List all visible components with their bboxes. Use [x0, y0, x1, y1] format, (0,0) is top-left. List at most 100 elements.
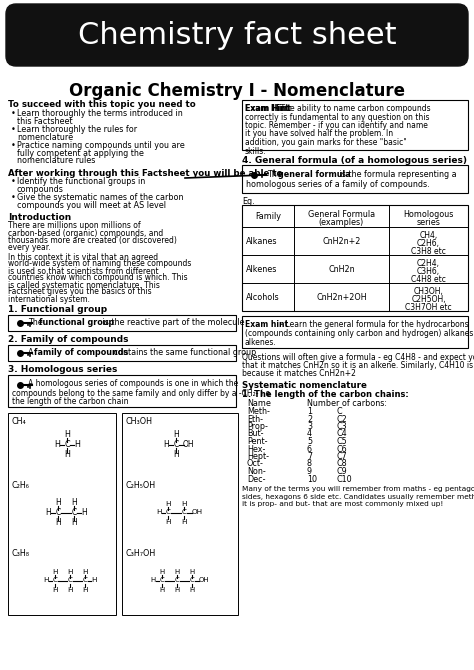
- Text: Organic Chemistry I - Nomenclature: Organic Chemistry I - Nomenclature: [69, 82, 405, 100]
- Bar: [8, 413, 116, 614]
- Text: H: H: [156, 509, 162, 515]
- Text: C: C: [82, 578, 88, 584]
- Text: Eg.: Eg.: [242, 197, 255, 206]
- Text: H: H: [165, 500, 171, 507]
- Text: C7: C7: [337, 452, 348, 461]
- Text: •: •: [11, 125, 16, 134]
- Text: C2H4,: C2H4,: [417, 259, 440, 268]
- Text: C₃H₇OH: C₃H₇OH: [126, 549, 156, 557]
- Text: •: •: [11, 141, 16, 150]
- Text: H: H: [159, 586, 164, 592]
- Bar: [8, 375, 236, 407]
- Text: Family: Family: [255, 212, 281, 221]
- Text: Introduction: Introduction: [8, 214, 71, 222]
- Text: C: C: [182, 509, 186, 515]
- Text: H: H: [45, 508, 51, 517]
- Bar: [242, 316, 468, 348]
- Text: C6: C6: [337, 444, 347, 454]
- Text: H: H: [82, 586, 88, 592]
- Bar: [242, 100, 468, 150]
- Text: In this context it is vital that an agreed: In this context it is vital that an agre…: [8, 253, 158, 261]
- Text: •: •: [11, 178, 16, 186]
- Text: H: H: [74, 440, 80, 449]
- Text: A homologous series of compounds is one in which the: A homologous series of compounds is one …: [28, 379, 238, 389]
- Text: C₂H₅OH: C₂H₅OH: [126, 480, 156, 490]
- Text: 1. The length of the carbon chains:: 1. The length of the carbon chains:: [242, 390, 409, 399]
- Text: Many of the terms you will remember from maths - eg pentagons have 5: Many of the terms you will remember from…: [242, 486, 474, 492]
- Text: C10: C10: [337, 474, 353, 484]
- Text: C2H5OH,: C2H5OH,: [411, 295, 446, 304]
- Text: (compounds containing only carbon and hydrogen) alkanes and: (compounds containing only carbon and hy…: [245, 329, 474, 338]
- Text: 10: 10: [307, 474, 317, 484]
- Text: 6: 6: [307, 444, 312, 454]
- Text: C5: C5: [337, 437, 348, 446]
- Text: H: H: [163, 440, 169, 449]
- Text: (examples): (examples): [319, 218, 364, 227]
- Text: H: H: [67, 586, 73, 592]
- Text: 1. Functional group: 1. Functional group: [8, 306, 107, 314]
- Text: H: H: [181, 519, 187, 525]
- Text: fully competent at applying the: fully competent at applying the: [17, 149, 144, 157]
- Text: because it matches CnH2n+2: because it matches CnH2n+2: [242, 369, 356, 378]
- Text: Hex-: Hex-: [247, 444, 265, 454]
- Text: general formula: general formula: [278, 170, 351, 179]
- Text: H: H: [173, 430, 179, 439]
- Text: thousands more are created (or discovered): thousands more are created (or discovere…: [8, 235, 177, 245]
- Text: is called systematic nomenclature. This: is called systematic nomenclature. This: [8, 281, 160, 289]
- Text: world-wide system of naming these compounds: world-wide system of naming these compou…: [8, 259, 191, 269]
- Text: is the reactive part of the molecule: is the reactive part of the molecule: [100, 318, 245, 327]
- Text: C2H6,: C2H6,: [417, 239, 440, 248]
- Text: countries know which compound is which. This: countries know which compound is which. …: [8, 273, 188, 283]
- Text: General Formula: General Formula: [308, 210, 375, 219]
- Text: - Learn the general formula for the hydrocarbons: - Learn the general formula for the hydr…: [278, 320, 469, 329]
- Bar: [8, 344, 236, 360]
- Text: C3: C3: [337, 422, 347, 431]
- Text: 7: 7: [307, 452, 312, 461]
- Text: homologous series of a family of compounds.: homologous series of a family of compoun…: [246, 180, 429, 189]
- Text: Exam Hint: Exam Hint: [245, 104, 289, 113]
- Text: Non-: Non-: [247, 467, 266, 476]
- Text: Exam Hint: Exam Hint: [245, 104, 291, 113]
- Text: - The ability to name carbon compounds: - The ability to name carbon compounds: [273, 104, 430, 113]
- Text: H: H: [81, 508, 87, 517]
- Text: H: H: [91, 578, 97, 584]
- Text: contains the same functional group: contains the same functional group: [111, 348, 256, 357]
- Text: that it matches CnH2n so it is an alkene. Similarly, C4H10 is an alkane,: that it matches CnH2n so it is an alkene…: [242, 361, 474, 370]
- Text: 3. Homologous series: 3. Homologous series: [8, 366, 118, 375]
- Text: H: H: [55, 498, 61, 507]
- Bar: [8, 314, 236, 330]
- Text: it you have solved half the problem. In: it you have solved half the problem. In: [245, 129, 393, 139]
- Text: C3H6,: C3H6,: [417, 267, 440, 276]
- Text: A: A: [28, 348, 36, 357]
- Text: OH: OH: [182, 440, 194, 449]
- Text: C3H8 etc: C3H8 etc: [411, 247, 446, 256]
- Bar: [242, 205, 468, 311]
- Text: skills.: skills.: [245, 147, 266, 155]
- Text: C8: C8: [337, 460, 347, 468]
- Text: H: H: [54, 440, 60, 449]
- Text: 5: 5: [307, 437, 312, 446]
- Text: Meth-: Meth-: [247, 407, 270, 416]
- Text: nomenclature rules: nomenclature rules: [17, 156, 95, 165]
- Text: C: C: [190, 578, 194, 584]
- Text: C: C: [173, 440, 179, 449]
- Text: sides, hexagons 6 side etc. Candidates usually remember meth- and eth- but: sides, hexagons 6 side etc. Candidates u…: [242, 494, 474, 500]
- Text: H: H: [67, 569, 73, 574]
- Text: •: •: [11, 194, 16, 202]
- Text: Name: Name: [247, 399, 271, 408]
- Text: 2. Family of compounds: 2. Family of compounds: [8, 336, 128, 344]
- Text: C₃H₈: C₃H₈: [12, 549, 30, 557]
- Text: H: H: [52, 586, 58, 592]
- Text: The: The: [28, 318, 45, 327]
- Text: The: The: [267, 170, 284, 179]
- Text: C: C: [160, 578, 164, 584]
- Text: Questions will often give a formula - eg C4H8 - and expect you to spot: Questions will often give a formula - eg…: [242, 353, 474, 362]
- Text: H: H: [165, 519, 171, 525]
- Text: OH: OH: [199, 578, 210, 584]
- Text: But-: But-: [247, 429, 264, 438]
- Text: Alkanes: Alkanes: [246, 237, 277, 245]
- Text: H: H: [43, 578, 49, 584]
- Text: C4: C4: [337, 429, 347, 438]
- Text: 3: 3: [307, 422, 312, 431]
- Text: H: H: [174, 569, 180, 574]
